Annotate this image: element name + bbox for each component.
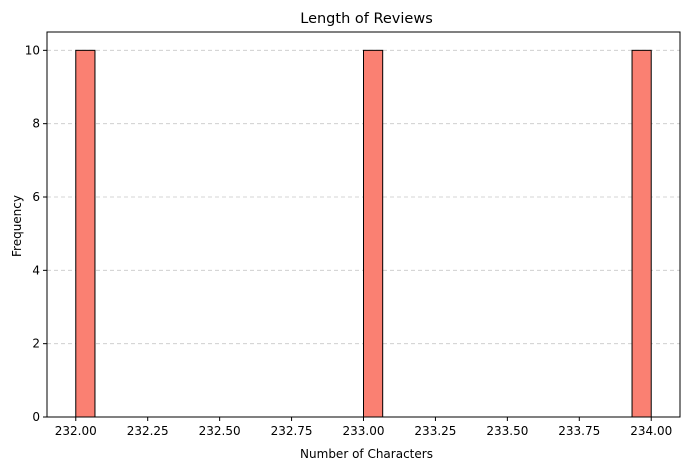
x-axis-label: Number of Characters [300, 447, 433, 461]
y-tick-label: 4 [32, 263, 40, 277]
x-tick-label: 233.00 [343, 424, 385, 438]
histogram-bar [631, 49, 652, 418]
x-tick-label: 234.00 [630, 424, 672, 438]
histogram-bars [75, 49, 652, 418]
x-tick-label: 232.75 [271, 424, 313, 438]
histogram-bar [75, 49, 96, 418]
y-tick-label: 2 [32, 337, 40, 351]
y-tick-label: 8 [32, 117, 40, 131]
histogram-bar [363, 49, 384, 418]
x-tick-label: 233.75 [558, 424, 600, 438]
y-axis-label: Frequency [10, 195, 24, 257]
y-axis-ticks: 0 2 4 6 8 10 [25, 43, 47, 424]
x-tick-label: 232.50 [199, 424, 241, 438]
y-tick-label: 6 [32, 190, 40, 204]
x-tick-label: 232.25 [127, 424, 169, 438]
x-tick-label: 232.00 [55, 424, 97, 438]
x-tick-label: 233.50 [486, 424, 528, 438]
x-axis-ticks: 232.00 232.25 232.50 232.75 233.00 233.25 233.… [55, 417, 672, 438]
y-tick-label: 10 [25, 43, 40, 57]
x-tick-label: 233.25 [414, 424, 456, 438]
chart-title: Length of Reviews [300, 11, 433, 27]
y-tick-label: 0 [32, 410, 40, 424]
